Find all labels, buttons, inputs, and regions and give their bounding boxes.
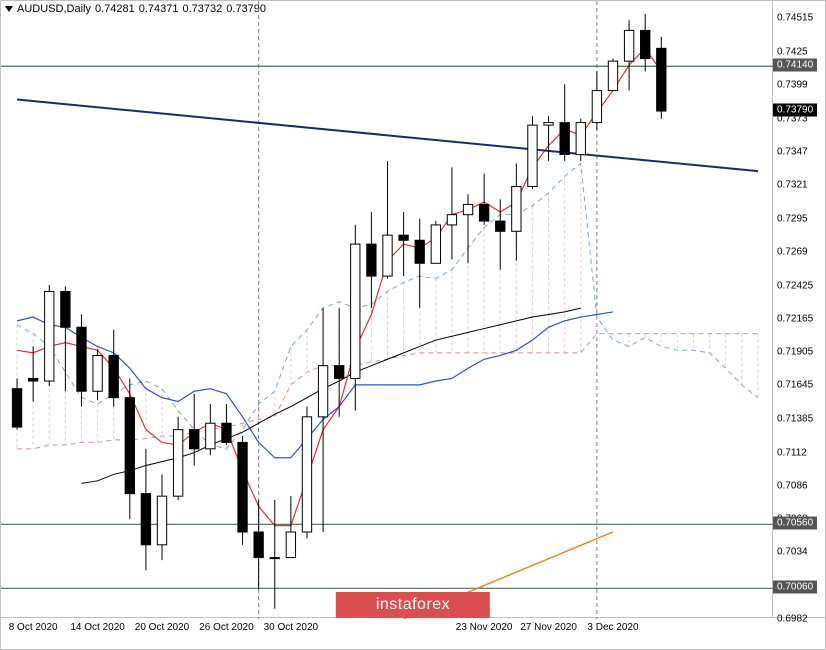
y-tick-label: 0.7321 <box>777 180 808 191</box>
y-tick-label: 0.72165 <box>777 313 813 324</box>
y-tick-label: 0.71645 <box>777 380 813 391</box>
x-tick-label: 30 Oct 2020 <box>264 622 318 633</box>
x-tick-label: 23 Nov 2020 <box>456 622 513 633</box>
y-tick-label: 0.7112 <box>777 447 807 458</box>
y-tick-label: 0.7425 <box>777 47 808 58</box>
x-tick-label: 27 Nov 2020 <box>520 622 577 633</box>
price-marker: 0.74140 <box>773 59 817 72</box>
y-tick-label: 0.7034 <box>777 547 808 558</box>
x-axis: 8 Oct 2020 14 Oct 2020 20 Oct 2020 26 Oct 2… <box>0 618 826 650</box>
y-tick-label: 0.72425 <box>777 280 813 291</box>
price-marker: 0.70060 <box>773 581 817 594</box>
y-tick-label: 0.7347 <box>777 146 808 157</box>
x-tick-label: 3 Dec 2020 <box>587 622 638 633</box>
y-tick-label: 0.74515 <box>777 13 813 24</box>
watermark: instaforex <box>336 592 490 618</box>
price-marker: 0.70560 <box>773 517 817 530</box>
y-tick-label: 0.71905 <box>777 347 813 358</box>
chart-area: AUDUSD,Daily 0.74281 0.74371 0.73732 0.7… <box>0 0 773 618</box>
y-tick-label: 0.71385 <box>777 413 813 424</box>
x-tick-label: 20 Oct 2020 <box>135 622 189 633</box>
y-tick-label: 0.7269 <box>777 246 808 257</box>
x-tick-label: 26 Oct 2020 <box>199 622 253 633</box>
y-tick-label: 0.7295 <box>777 213 808 224</box>
x-tick-label: 14 Oct 2020 <box>70 622 124 633</box>
chart-canvas <box>1 1 774 619</box>
y-tick-label: 0.7086 <box>777 480 808 491</box>
x-tick-label: 8 Oct 2020 <box>9 622 58 633</box>
y-tick-label: 0.7399 <box>777 80 808 91</box>
price-marker: 0.73790 <box>773 104 817 117</box>
